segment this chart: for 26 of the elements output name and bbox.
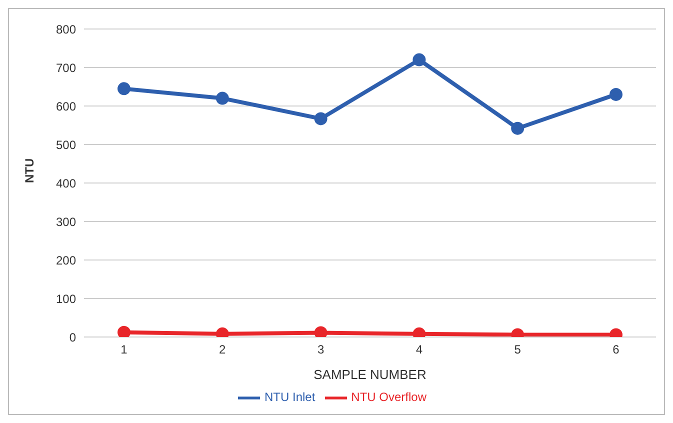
- y-tick-label: 400: [56, 176, 76, 190]
- y-tick-label: 600: [56, 99, 76, 114]
- y-tick-label: 500: [56, 138, 76, 152]
- y-tick-label: 300: [56, 214, 76, 229]
- y-tick-label: 200: [56, 253, 76, 268]
- x-tick-label: 3: [317, 342, 324, 357]
- legend-label: NTU Overflow: [351, 390, 427, 404]
- point: [511, 122, 524, 135]
- y-tick-label: 0: [69, 330, 76, 344]
- x-tick-label: 6: [612, 342, 620, 357]
- point: [314, 112, 328, 126]
- y-axis-title: NTU: [22, 158, 36, 183]
- x-tick-label: 4: [416, 342, 423, 357]
- point: [118, 326, 130, 337]
- x-axis-title: SAMPLE NUMBER: [314, 367, 426, 382]
- y-tick-label: 100: [56, 292, 76, 306]
- point: [216, 92, 229, 105]
- x-tick-label: 1: [120, 342, 128, 357]
- x-tick-label: 5: [514, 342, 522, 357]
- y-tick-label: 700: [56, 60, 76, 75]
- point: [118, 82, 130, 96]
- point: [412, 53, 426, 66]
- point: [610, 88, 622, 101]
- y-tick-label: 800: [56, 22, 76, 36]
- legend-label: NTU Inlet: [264, 390, 316, 404]
- x-tick-label: 2: [219, 342, 226, 357]
